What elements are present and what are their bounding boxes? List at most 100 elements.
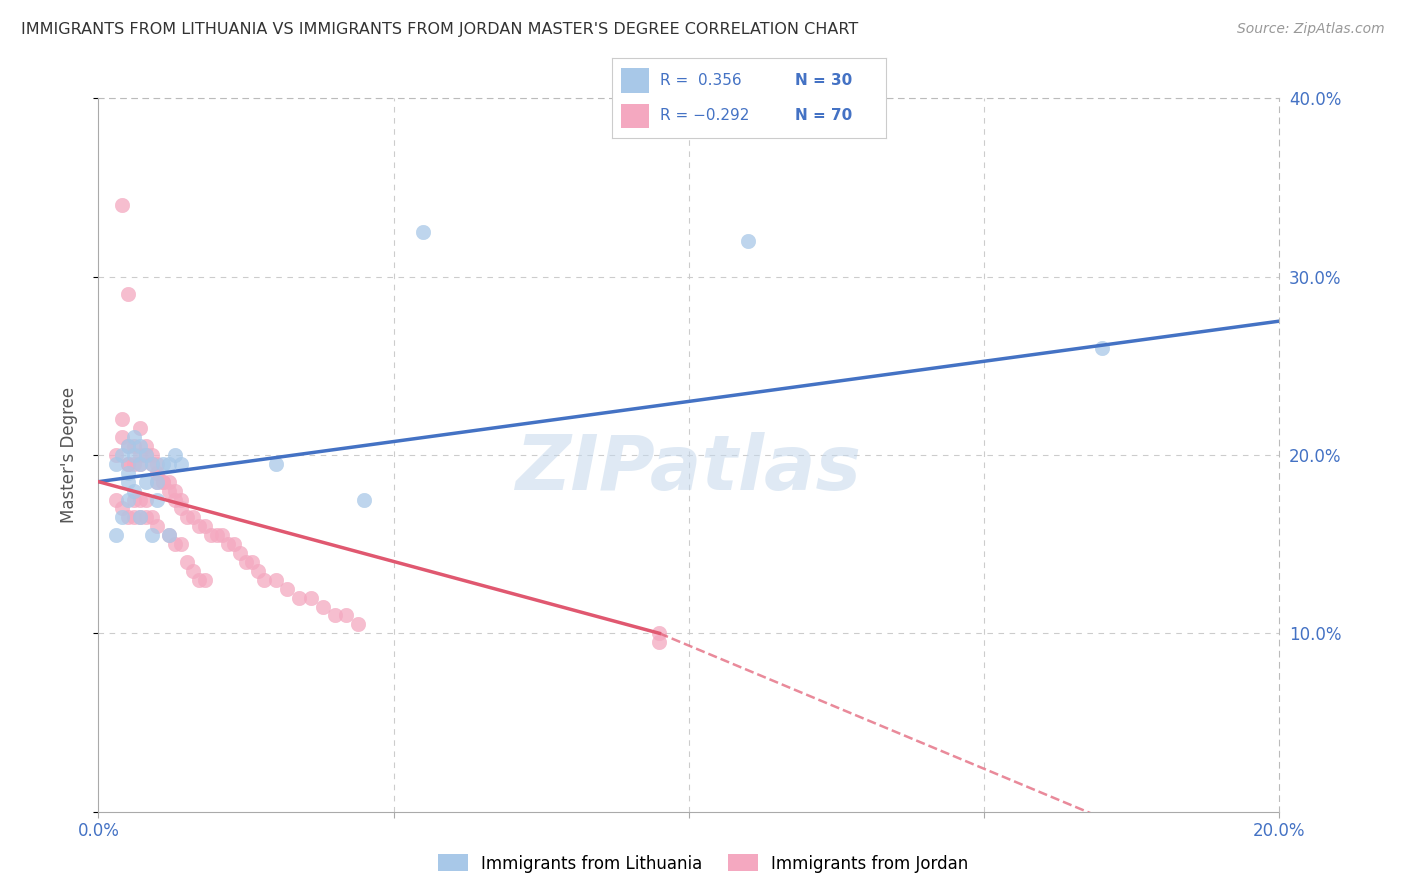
Point	[128, 510, 150, 524]
Point	[122, 430, 145, 444]
Point	[111, 510, 134, 524]
Point	[117, 492, 139, 507]
Point	[157, 528, 180, 542]
Point	[141, 448, 163, 462]
Point	[128, 492, 150, 507]
Point	[240, 555, 263, 569]
Point	[176, 555, 198, 569]
Point	[211, 528, 233, 542]
Text: R =  0.356: R = 0.356	[659, 73, 741, 88]
Point	[117, 287, 139, 301]
Point	[157, 528, 180, 542]
Point	[157, 457, 180, 471]
Point	[117, 510, 139, 524]
Point	[187, 519, 209, 533]
Point	[117, 475, 139, 489]
Point	[141, 528, 163, 542]
Point	[737, 234, 759, 248]
Point	[146, 457, 169, 471]
Point	[157, 483, 180, 498]
Point	[264, 573, 287, 587]
Point	[224, 537, 246, 551]
Point	[141, 457, 163, 471]
Point	[117, 457, 139, 471]
Point	[117, 439, 139, 453]
Point	[146, 492, 169, 507]
Bar	[621, 69, 648, 93]
Point	[181, 510, 204, 524]
Legend: Immigrants from Lithuania, Immigrants from Jordan: Immigrants from Lithuania, Immigrants fr…	[432, 847, 974, 880]
Point	[111, 412, 134, 426]
Point	[288, 591, 311, 605]
Point	[165, 448, 187, 462]
Point	[141, 510, 163, 524]
Point	[170, 492, 193, 507]
Point	[135, 475, 157, 489]
Text: ZIPatlas: ZIPatlas	[516, 433, 862, 506]
Point	[194, 519, 217, 533]
Point	[117, 466, 139, 480]
Point	[128, 448, 150, 462]
Text: N = 30: N = 30	[796, 73, 852, 88]
Point	[135, 439, 157, 453]
Point	[111, 430, 134, 444]
Point	[122, 439, 145, 453]
Point	[235, 555, 257, 569]
Text: N = 70: N = 70	[796, 108, 852, 123]
Point	[299, 591, 322, 605]
Point	[122, 448, 145, 462]
Point	[152, 475, 174, 489]
Point	[135, 492, 157, 507]
Point	[152, 457, 174, 471]
Point	[335, 608, 357, 623]
Point	[200, 528, 222, 542]
Point	[176, 510, 198, 524]
Point	[122, 510, 145, 524]
Point	[157, 475, 180, 489]
Point	[347, 617, 370, 632]
Point	[648, 635, 671, 649]
Point	[128, 457, 150, 471]
Point	[170, 457, 193, 471]
Point	[323, 608, 346, 623]
Point	[276, 582, 298, 596]
Point	[105, 492, 128, 507]
Point	[353, 492, 375, 507]
Point	[165, 492, 187, 507]
Point	[165, 537, 187, 551]
Point	[146, 519, 169, 533]
Point	[128, 510, 150, 524]
Text: Source: ZipAtlas.com: Source: ZipAtlas.com	[1237, 22, 1385, 37]
Point	[253, 573, 276, 587]
Point	[181, 564, 204, 578]
Point	[135, 448, 157, 462]
Text: R = −0.292: R = −0.292	[659, 108, 749, 123]
Point	[194, 573, 217, 587]
Point	[141, 457, 163, 471]
Point	[111, 501, 134, 516]
Point	[264, 457, 287, 471]
Point	[105, 457, 128, 471]
Point	[128, 457, 150, 471]
Point	[217, 537, 239, 551]
Point	[122, 492, 145, 507]
Point	[111, 198, 134, 212]
Point	[648, 626, 671, 640]
Point	[152, 475, 174, 489]
Point	[170, 501, 193, 516]
Point	[229, 546, 252, 560]
Bar	[621, 103, 648, 128]
Point	[122, 483, 145, 498]
Point	[135, 448, 157, 462]
Point	[146, 475, 169, 489]
Point	[187, 573, 209, 587]
Point	[146, 475, 169, 489]
Point	[117, 457, 139, 471]
Point	[412, 225, 434, 239]
Point	[135, 510, 157, 524]
Point	[146, 466, 169, 480]
Point	[105, 448, 128, 462]
Point	[205, 528, 228, 542]
Point	[1091, 341, 1114, 355]
Point	[117, 439, 139, 453]
